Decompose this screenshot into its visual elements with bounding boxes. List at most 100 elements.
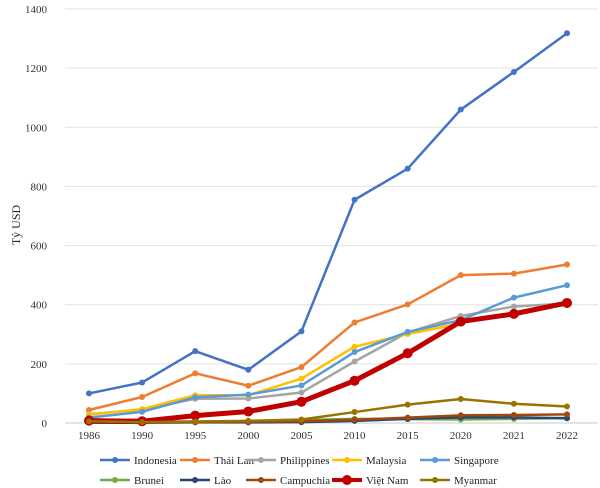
data-point	[298, 416, 305, 423]
x-tick-label: 2015	[397, 430, 420, 442]
data-point	[404, 301, 411, 308]
x-axis-ticks: 1986 1990 1995 2000 2005 2010 2015 2020 2021 2022	[78, 430, 578, 442]
data-point	[298, 364, 305, 371]
legend-swatch-marker	[344, 457, 350, 463]
legend-swatch-marker	[192, 477, 198, 483]
series-line	[87, 31, 569, 395]
data-point	[351, 349, 358, 356]
data-point	[455, 316, 466, 327]
data-point	[457, 106, 464, 113]
data-point	[351, 409, 358, 416]
legend-label: Myanmar	[454, 475, 497, 487]
y-tick-label: 1400	[25, 4, 48, 16]
x-tick-label: 2010	[344, 430, 367, 442]
y-tick-label: 400	[31, 300, 48, 312]
data-point	[510, 68, 517, 75]
series-line	[87, 263, 569, 412]
data-point	[402, 348, 413, 359]
legend-item: Brunei	[100, 475, 164, 487]
legend-swatch-marker	[258, 477, 264, 483]
data-point	[404, 328, 411, 335]
data-point	[351, 319, 358, 326]
legend-item: Campuchia	[246, 475, 330, 487]
data-point	[351, 358, 358, 365]
data-point	[510, 270, 517, 277]
legend-item: Philippines	[246, 455, 330, 467]
legend-item: Việt Nam	[332, 475, 409, 487]
y-tick-label: 0	[42, 418, 48, 430]
data-point	[351, 343, 358, 350]
data-point	[564, 261, 570, 268]
data-point	[457, 272, 464, 279]
legend-label: Lào	[214, 475, 232, 487]
data-point	[404, 165, 411, 172]
data-point	[298, 328, 305, 335]
data-point	[139, 419, 146, 426]
data-point	[192, 394, 199, 401]
data-point	[457, 396, 464, 403]
series-line	[87, 322, 463, 416]
legend-label: Philippines	[280, 455, 330, 467]
data-point	[243, 406, 254, 417]
data-point	[404, 401, 411, 408]
y-axis-title: Tỷ USD	[9, 205, 23, 246]
data-point	[86, 418, 92, 425]
data-point	[457, 412, 464, 419]
data-point	[298, 389, 305, 396]
data-point	[245, 382, 252, 389]
legend-label: Campuchia	[280, 475, 330, 487]
data-point	[404, 414, 411, 421]
legend-swatch-marker	[192, 457, 198, 463]
series-singapore	[86, 282, 570, 421]
data-point	[564, 403, 570, 410]
legend-label: Malaysia	[366, 455, 406, 467]
legend-label: Indonesia	[134, 455, 177, 467]
legend-item: Indonesia	[100, 455, 177, 467]
data-point	[296, 396, 307, 407]
legend-label: Brunei	[134, 475, 164, 487]
data-point	[510, 412, 517, 419]
data-point	[298, 382, 305, 389]
data-point	[510, 294, 517, 301]
data-point	[351, 416, 358, 423]
series-line	[87, 397, 569, 424]
legend-label: Singapore	[454, 455, 499, 467]
data-point	[139, 393, 146, 400]
data-point	[510, 303, 517, 310]
data-point	[245, 417, 252, 424]
series-lines	[84, 30, 572, 427]
y-axis-ticks: 0 200 400 600 800 1000 1200 1400	[25, 4, 48, 430]
data-point	[298, 375, 305, 382]
y-tick-label: 800	[31, 181, 48, 193]
legend-item: Singapore	[420, 455, 499, 467]
series-line	[86, 300, 570, 424]
series-line	[87, 283, 569, 419]
legend-swatch-marker	[432, 457, 438, 463]
x-tick-label: 1990	[131, 430, 154, 442]
x-tick-label: 2020	[450, 430, 473, 442]
series-thai-lan	[86, 261, 570, 413]
legend-swatch-marker	[258, 457, 264, 463]
gridlines	[65, 8, 598, 424]
x-tick-label: 2022	[556, 430, 578, 442]
data-point	[86, 390, 92, 397]
x-tick-label: 1986	[78, 430, 101, 442]
legend-item: Malaysia	[332, 455, 406, 467]
legend-item: Myanmar	[420, 475, 497, 487]
series-myanmar	[86, 396, 570, 426]
y-tick-label: 200	[31, 359, 48, 371]
x-tick-label: 2005	[290, 430, 313, 442]
legend-label: Việt Nam	[366, 475, 409, 487]
data-point	[192, 370, 199, 377]
data-point	[192, 348, 199, 355]
legend-swatch-marker	[112, 457, 118, 463]
legend-item: Thái Lan	[180, 455, 255, 467]
x-tick-label: 2021	[503, 430, 525, 442]
legend-label: Thái Lan	[214, 455, 255, 467]
data-point	[192, 418, 199, 425]
data-point	[139, 379, 146, 386]
data-point	[562, 297, 572, 308]
data-point	[351, 196, 358, 203]
data-point	[564, 282, 570, 289]
